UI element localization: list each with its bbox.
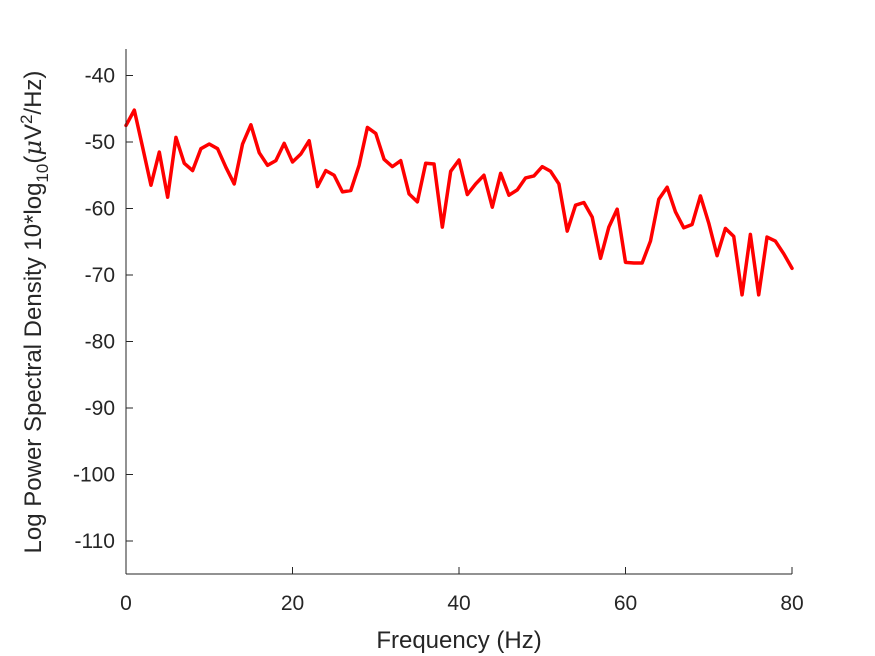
y-tick-label: -90 — [85, 397, 115, 420]
y-axis-label: Log Power Spectral Density 10*log10(μV2/… — [17, 71, 52, 554]
x-tick-label: 20 — [281, 592, 304, 615]
x-tick-label: 60 — [614, 592, 637, 615]
series-line — [124, 108, 794, 297]
x-tick-label: 80 — [780, 592, 803, 615]
x-tick-label: 0 — [120, 592, 132, 615]
y-tick-label: -50 — [85, 131, 115, 154]
y-axis-ticks: -110 -100 -90 -80 -70 -60 -50 -40 — [73, 65, 133, 553]
x-axis-label: Frequency (Hz) — [376, 627, 541, 654]
x-axis-ticks: 0 20 40 60 80 — [120, 567, 804, 615]
y-tick-label: -70 — [85, 264, 115, 287]
y-tick-label: -110 — [75, 530, 115, 553]
plot-area — [124, 108, 794, 297]
y-tick-label: -40 — [85, 65, 115, 88]
y-tick-label: -100 — [73, 463, 115, 486]
y-tick-label: -60 — [85, 197, 115, 220]
y-tick-label: -80 — [85, 330, 115, 353]
x-tick-label: 40 — [447, 592, 470, 615]
